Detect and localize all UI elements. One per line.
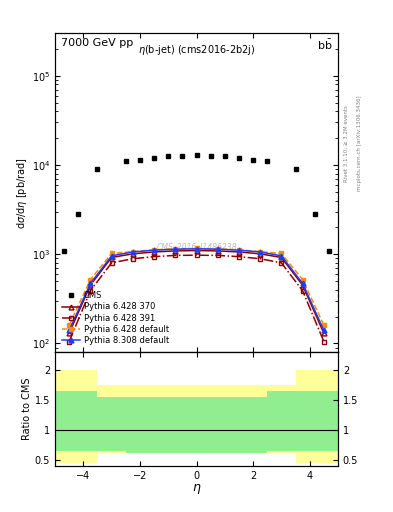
Text: mcplots.cern.ch [arXiv:1306.3436]: mcplots.cern.ch [arXiv:1306.3436] [357, 96, 362, 191]
Pythia 8.308 default [279, 253, 284, 259]
Pythia 6.428 default [194, 245, 199, 251]
Pythia 6.428 370 [173, 248, 178, 254]
CMS [265, 158, 270, 164]
Pythia 6.428 default [237, 247, 241, 253]
Line: Pythia 6.428 370: Pythia 6.428 370 [67, 248, 326, 336]
Text: $\eta$(b-jet) (cms2016-2b2j): $\eta$(b-jet) (cms2016-2b2j) [138, 43, 255, 57]
Pythia 6.428 391 [88, 288, 93, 294]
Pythia 6.428 370 [130, 251, 135, 257]
Pythia 6.428 default [130, 248, 135, 254]
Pythia 6.428 391 [194, 252, 199, 258]
CMS [123, 158, 128, 164]
Text: CMS_2016_I1486238: CMS_2016_I1486238 [156, 242, 237, 251]
Pythia 6.428 370 [88, 282, 93, 288]
CMS [313, 211, 318, 218]
Pythia 6.428 370 [258, 251, 263, 257]
Line: CMS: CMS [61, 153, 332, 253]
Pythia 6.428 391 [258, 255, 263, 262]
Pythia 6.428 391 [321, 338, 326, 345]
Y-axis label: Ratio to CMS: Ratio to CMS [22, 378, 32, 440]
Pythia 8.308 default [173, 246, 178, 252]
Pythia 8.308 default [152, 247, 156, 253]
Pythia 6.428 default [215, 246, 220, 252]
Y-axis label: d$\sigma$/d$\eta$ [pb/rad]: d$\sigma$/d$\eta$ [pb/rad] [15, 157, 29, 228]
Text: Rivet 3.1.10; ≥ 3.2M events: Rivet 3.1.10; ≥ 3.2M events [344, 105, 349, 182]
Pythia 8.308 default [321, 327, 326, 333]
Pythia 6.428 391 [173, 252, 178, 259]
Pythia 6.428 370 [237, 249, 241, 255]
Pythia 6.428 370 [279, 254, 284, 261]
Pythia 6.428 391 [130, 255, 135, 262]
CMS [138, 157, 142, 163]
Pythia 8.308 default [194, 246, 199, 252]
Pythia 6.428 default [258, 248, 263, 254]
Pythia 6.428 391 [215, 252, 220, 259]
Pythia 6.428 391 [279, 260, 284, 266]
CMS [166, 153, 171, 159]
Text: b$\bar{\mathrm{b}}$: b$\bar{\mathrm{b}}$ [317, 38, 332, 52]
CMS [293, 166, 298, 172]
CMS [251, 157, 255, 163]
Pythia 6.428 default [67, 322, 72, 328]
CMS [75, 211, 80, 218]
Text: 7000 GeV pp: 7000 GeV pp [61, 38, 133, 48]
Pythia 6.428 370 [300, 282, 305, 288]
Pythia 6.428 370 [152, 249, 156, 255]
Line: Pythia 6.428 391: Pythia 6.428 391 [67, 253, 326, 344]
Pythia 6.428 default [300, 276, 305, 283]
Pythia 8.308 default [109, 253, 114, 259]
Pythia 6.428 default [88, 276, 93, 283]
Pythia 8.308 default [300, 281, 305, 287]
Pythia 6.428 370 [109, 254, 114, 261]
Pythia 6.428 default [173, 246, 178, 252]
X-axis label: $\eta$: $\eta$ [192, 482, 201, 496]
Pythia 8.308 default [130, 249, 135, 255]
CMS [194, 152, 199, 158]
Pythia 8.308 default [67, 327, 72, 333]
Pythia 6.428 default [152, 247, 156, 253]
Pythia 6.428 391 [300, 288, 305, 294]
Pythia 8.308 default [88, 281, 93, 287]
CMS [180, 153, 185, 159]
Pythia 6.428 370 [67, 330, 72, 336]
Pythia 8.308 default [237, 247, 241, 253]
Line: Pythia 6.428 default: Pythia 6.428 default [67, 246, 326, 328]
Pythia 6.428 391 [67, 338, 72, 345]
Pythia 8.308 default [215, 246, 220, 252]
Pythia 6.428 391 [237, 253, 241, 260]
CMS [95, 166, 100, 172]
Pythia 6.428 370 [194, 247, 199, 253]
Legend: CMS, Pythia 6.428 370, Pythia 6.428 391, Pythia 6.428 default, Pythia 8.308 defa: CMS, Pythia 6.428 370, Pythia 6.428 391,… [62, 291, 169, 345]
CMS [222, 153, 227, 159]
Pythia 6.428 391 [152, 253, 156, 260]
Pythia 8.308 default [258, 249, 263, 255]
CMS [152, 155, 156, 161]
Pythia 6.428 391 [109, 260, 114, 266]
Pythia 6.428 370 [321, 330, 326, 336]
CMS [327, 247, 332, 253]
Pythia 6.428 default [279, 250, 284, 257]
Line: Pythia 8.308 default: Pythia 8.308 default [67, 246, 326, 333]
CMS [237, 155, 241, 161]
CMS [61, 247, 66, 253]
Pythia 6.428 370 [215, 248, 220, 254]
Pythia 6.428 default [109, 250, 114, 257]
CMS [208, 153, 213, 159]
Pythia 6.428 default [321, 322, 326, 328]
